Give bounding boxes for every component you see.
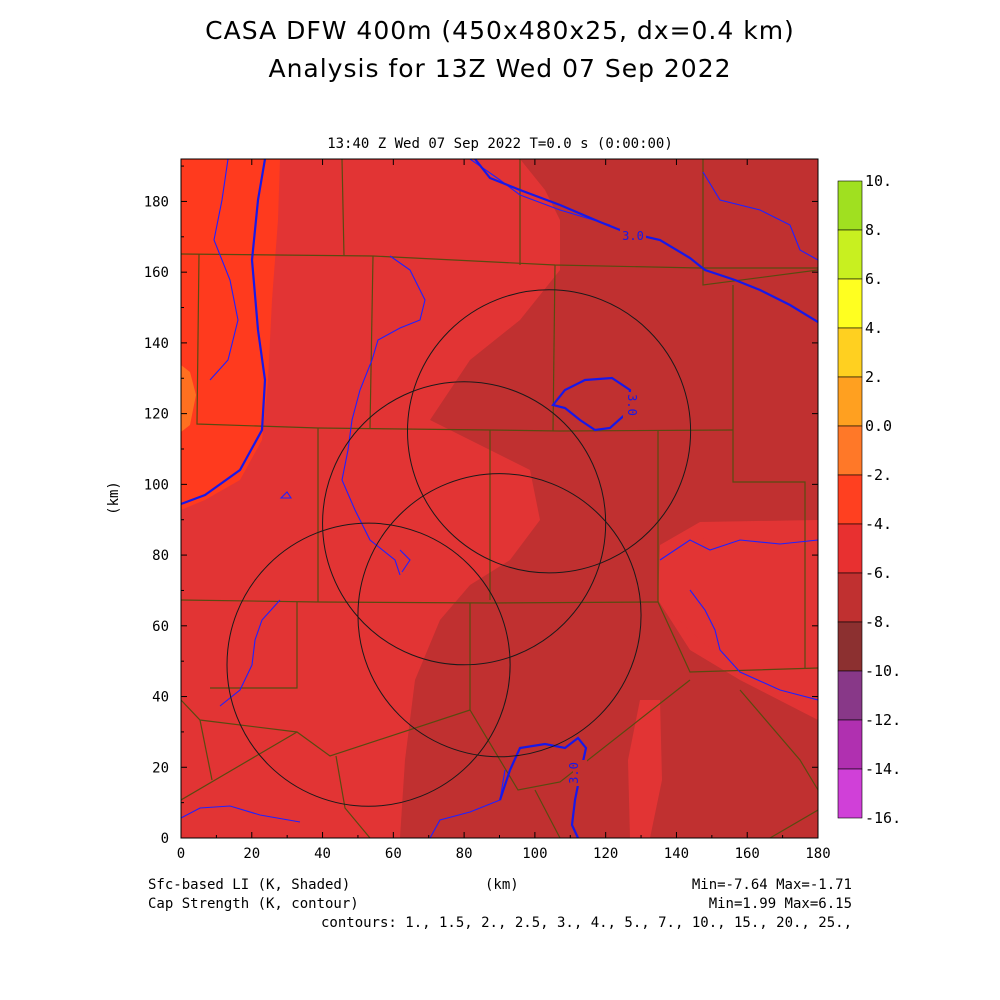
- contour-label-bg-1: [620, 229, 646, 243]
- contour-label-2: 3.0: [625, 394, 639, 416]
- x-tick-label: 60: [385, 846, 402, 862]
- li-fill-bright-west: [181, 159, 280, 510]
- valid-time: 13:40 Z Wed 07 Sep 2022 T=0.0 s (0:00:00…: [327, 136, 673, 152]
- y-tick-label: 140: [144, 336, 169, 352]
- cap-contour-north: [474, 159, 818, 323]
- colorbar-label: -12.: [865, 711, 901, 729]
- li-fill-orange: [181, 365, 196, 432]
- colorbar-swatch: [837, 768, 863, 819]
- colorbar-swatch: [837, 621, 863, 672]
- colorbar-label: -10.: [865, 662, 901, 680]
- colorbar-swatch: [837, 719, 863, 770]
- x-tick-label: 20: [243, 846, 260, 862]
- radar-range-ring: [226, 522, 511, 807]
- x-axis-label: (km): [485, 877, 519, 893]
- colorbar-swatch: [837, 425, 863, 476]
- radar-range-ring: [406, 289, 692, 574]
- shaded-field: [181, 159, 818, 838]
- y-tick-label: 120: [144, 407, 169, 423]
- radar-rings: [226, 289, 692, 807]
- colorbar-label: -8.: [865, 613, 892, 631]
- colorbar-label: 0.0: [865, 417, 892, 435]
- shaded-minmax: Min=-7.64 Max=-1.71: [691, 877, 852, 893]
- colorbar-swatch: [837, 572, 863, 623]
- x-tick-label: 40: [314, 846, 331, 862]
- x-tick-label: 160: [735, 846, 760, 862]
- li-fill-light-east: [660, 535, 818, 700]
- contour-label-3: 3.0: [567, 762, 581, 784]
- colorbar-label: -6.: [865, 564, 892, 582]
- colorbar-label: 2.: [865, 368, 883, 386]
- colorbar-label: -14.: [865, 760, 901, 778]
- colorbar-label: 6.: [865, 270, 883, 288]
- x-tick-label: 80: [456, 846, 473, 862]
- colorbar-swatch: [837, 670, 863, 721]
- colorbar-swatch: [837, 474, 863, 525]
- contour-label-bg-3: [573, 760, 587, 786]
- y-axis: 0 20 40 60 80 100 120 140 160 180: [144, 165, 818, 847]
- colorbar-label: -4.: [865, 515, 892, 533]
- li-fill-light-south: [628, 700, 662, 838]
- x-tick-label: 120: [593, 846, 618, 862]
- colorbar-swatch: [837, 180, 863, 231]
- colorbar-label: 8.: [865, 221, 883, 239]
- x-axis: 0 20 40 60 80 100 120 140 160 180: [177, 159, 831, 862]
- colorbar-swatch: [837, 229, 863, 280]
- colorbar-label: 10.: [865, 172, 892, 190]
- y-tick-label: 40: [152, 690, 169, 706]
- shaded-field-label: Sfc-based LI (K, Shaded): [148, 877, 351, 893]
- colorbar-swatch: [837, 523, 863, 574]
- y-tick-label: 0: [161, 831, 169, 847]
- contour-label-bg-2: [623, 392, 637, 418]
- x-tick-label: 140: [664, 846, 689, 862]
- x-tick-label: 100: [522, 846, 547, 862]
- hydro-lines: [181, 159, 818, 838]
- chart-title: CASA DFW 400m (450x480x25, dx=0.4 km): [205, 16, 795, 45]
- cap-contour-west: [181, 159, 267, 506]
- radar-range-ring: [357, 473, 642, 758]
- colorbar-label: 4.: [865, 319, 883, 337]
- contour-levels: contours: 1., 1.5, 2., 2.5, 3., 4., 5., …: [320, 915, 852, 931]
- y-axis-label: (km): [106, 481, 122, 515]
- colorbar-swatch: [837, 278, 863, 329]
- contour-minmax: Min=1.99 Max=6.15: [708, 896, 852, 912]
- y-tick-label: 160: [144, 265, 169, 281]
- chart-subtitle: Analysis for 13Z Wed 07 Sep 2022: [268, 54, 732, 83]
- y-tick-label: 100: [144, 477, 169, 493]
- radar-range-ring: [322, 381, 607, 666]
- contour-field-label: Cap Strength (K, contour): [148, 896, 359, 912]
- x-tick-label: 180: [805, 846, 830, 862]
- li-fill-dark: [400, 159, 818, 838]
- contour-label-1: 3.0: [622, 229, 644, 243]
- x-tick-label: 0: [177, 846, 185, 862]
- y-tick-label: 20: [152, 760, 169, 776]
- y-tick-label: 60: [152, 619, 169, 635]
- colorbar: 10. 8. 6. 4. 2. 0.0 -2. -4. -6. -8. -10. -12. -14. -1…: [837, 172, 901, 827]
- colorbar-swatch: [837, 327, 863, 378]
- y-tick-label: 180: [144, 194, 169, 210]
- colorbar-swatch: [837, 376, 863, 427]
- colorbar-label: -2.: [865, 466, 892, 484]
- y-tick-label: 80: [152, 548, 169, 564]
- county-lines: [181, 159, 818, 838]
- colorbar-label: -16.: [865, 809, 901, 827]
